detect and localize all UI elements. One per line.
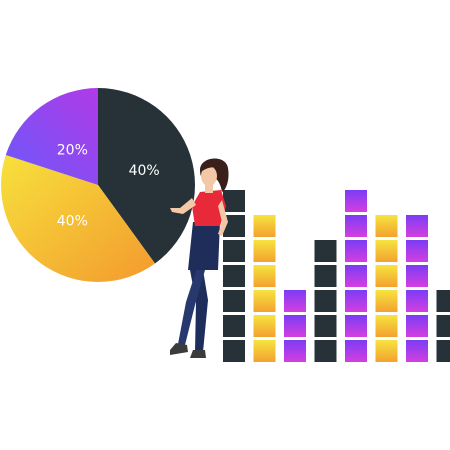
woman-hips	[188, 222, 220, 270]
bar-5-cell-4	[345, 265, 367, 287]
bar-2-cell-2	[253, 315, 276, 337]
bar-6-cell-1	[375, 340, 398, 362]
bar-8-cell-2	[436, 315, 450, 337]
woman-figure	[170, 158, 229, 358]
bar-2-cell-1	[253, 340, 276, 362]
bar-7-cell-2	[406, 315, 428, 337]
bar-5-cell-7	[345, 190, 367, 212]
bar-5-cell-2	[345, 315, 367, 337]
bar-4-cell-5	[314, 240, 337, 262]
bar-6-cell-2	[375, 315, 398, 337]
bar-4-cell-4	[314, 265, 337, 287]
bar-7-cell-4	[406, 265, 428, 287]
bar-8-cell-1	[436, 340, 450, 362]
woman-neck	[205, 184, 213, 193]
bar-1-cell-2	[223, 315, 245, 337]
bar-chart	[223, 190, 450, 362]
bar-5-cell-5	[345, 240, 367, 262]
pie-label-1: 40%	[129, 163, 160, 179]
bar-1-cell-1	[223, 340, 245, 362]
bar-5-cell-3	[345, 290, 367, 312]
bar-1-cell-3	[223, 290, 245, 312]
woman-hair-top	[201, 161, 223, 172]
bar-3-cell-1	[284, 340, 306, 362]
woman-leg-front	[178, 265, 205, 345]
bar-6-cell-4	[375, 265, 398, 287]
bar-8-cell-3	[436, 290, 450, 312]
woman-shoe-front	[170, 343, 188, 355]
bar-3-cell-3	[284, 290, 306, 312]
bar-6-cell-6	[375, 215, 398, 237]
bar-7-cell-1	[406, 340, 428, 362]
pie-chart: 40% 40% 20%	[1, 88, 195, 282]
pie-label-3: 20%	[57, 143, 88, 159]
bar-6-cell-5	[375, 240, 398, 262]
pie-slice-2	[1, 155, 156, 282]
woman-shirt	[192, 190, 226, 226]
woman-shoe-back	[190, 350, 206, 358]
bar-1-cell-6	[223, 215, 245, 237]
bar-3-cell-2	[284, 315, 306, 337]
pie-slice-3	[5, 88, 98, 185]
bar-1-cell-5	[223, 240, 245, 262]
woman-head	[201, 166, 217, 186]
bar-4-cell-2	[314, 315, 337, 337]
bar-4-cell-1	[314, 340, 337, 362]
bar-4-cell-3	[314, 290, 337, 312]
woman-arm	[170, 198, 196, 214]
bar-7-cell-5	[406, 240, 428, 262]
bar-1-cell-4	[223, 265, 245, 287]
bar-1-cell-7	[223, 190, 245, 212]
bar-6-cell-3	[375, 290, 398, 312]
woman-arm-right	[218, 200, 228, 236]
pie-slice-1	[98, 88, 195, 264]
pie-label-2: 40%	[57, 213, 88, 229]
bar-5-cell-1	[345, 340, 367, 362]
bar-5-cell-6	[345, 215, 367, 237]
bar-2-cell-5	[253, 240, 276, 262]
bar-7-cell-6	[406, 215, 428, 237]
bar-7-cell-3	[406, 290, 428, 312]
bar-2-cell-3	[253, 290, 276, 312]
bar-2-cell-4	[253, 265, 276, 287]
bar-2-cell-6	[253, 215, 276, 237]
